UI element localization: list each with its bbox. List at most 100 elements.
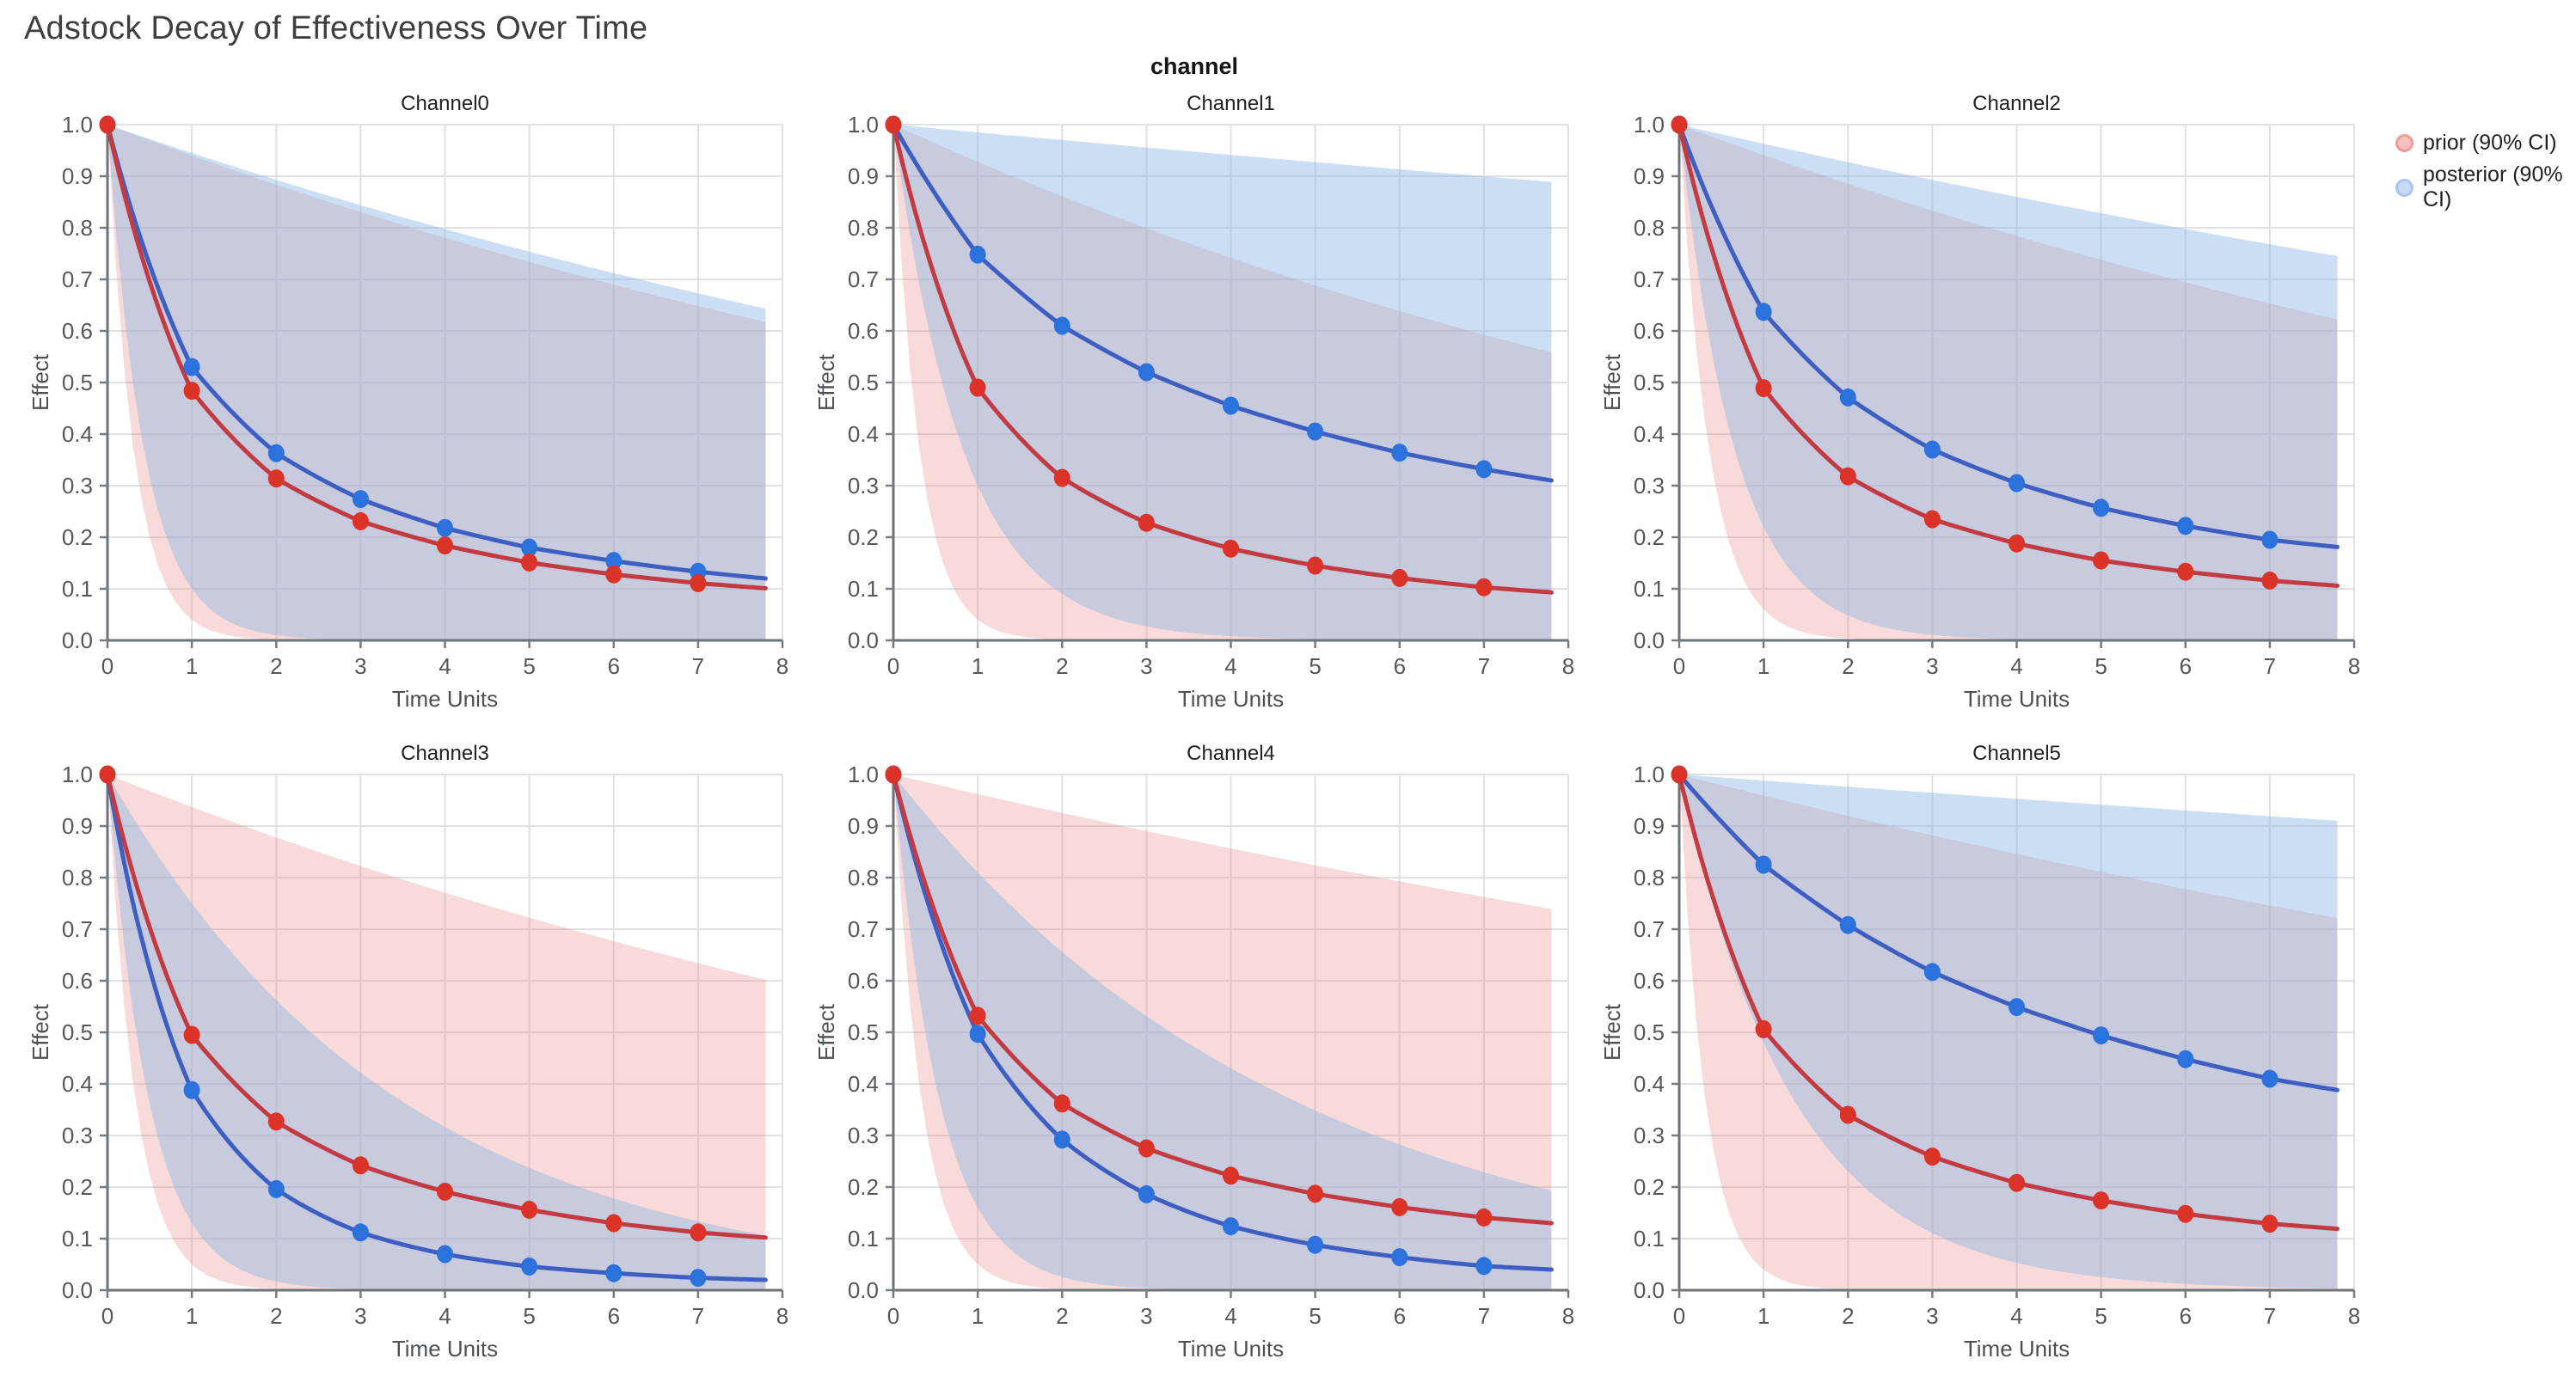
y-tick-label: 0.0 — [848, 627, 879, 653]
prior-markers-point — [690, 1223, 707, 1242]
prior-markers-point — [2177, 1204, 2194, 1223]
prior-markers-point — [183, 1025, 200, 1044]
y-tick-label: 0.4 — [848, 421, 879, 447]
posterior-markers-point — [690, 1269, 707, 1288]
prior-markers-point — [1755, 1019, 1772, 1038]
gridlines — [1679, 124, 2355, 640]
posterior-markers-point — [969, 1025, 986, 1043]
prior-markers-point — [352, 1156, 369, 1175]
prior-ci-band — [1679, 125, 2338, 640]
legend-item-prior: prior (90% CI) — [2395, 131, 2576, 156]
y-tick-label: 0.6 — [62, 318, 93, 344]
subplot-cell-channel1: 0.0 0.1 0.2 0.3 0.4 0.5 0.6 0.7 0.8 0.9 1.0 0 1 2 3 4 5 6… — [812, 86, 1577, 725]
x-tick-label: 8 — [2348, 653, 2360, 679]
y-tick-label: 0.3 — [848, 473, 879, 499]
posterior-line — [1677, 772, 2340, 1092]
subplot-cell-channel4: 0.0 0.1 0.2 0.3 0.4 0.5 0.6 0.7 0.8 0.9 1.0 0 1 2 3 4 5 6… — [812, 736, 1577, 1375]
prior-markers-point — [1223, 1166, 1239, 1185]
prior-markers-point — [267, 1112, 285, 1131]
gridlines — [1679, 774, 2355, 1290]
prior-markers — [885, 115, 1493, 597]
x-tick-label: 6 — [608, 1303, 620, 1329]
y-tick-label: 1.0 — [62, 112, 93, 138]
posterior-markers-point — [2009, 998, 2025, 1017]
x-tick-label: 4 — [2010, 653, 2022, 679]
y-tick-label: 0.1 — [62, 576, 93, 602]
prior-markers-point — [1671, 115, 1688, 134]
y-tick-label: 0.2 — [1634, 524, 1665, 550]
prior-markers-point — [2093, 551, 2110, 570]
x-tick-label: 4 — [439, 653, 451, 679]
y-tick-label: 0.5 — [62, 1019, 93, 1045]
subplot-grid: 0.0 0.1 0.2 0.3 0.4 0.5 0.6 0.7 0.8 0.9 1.0 0 1 2 3 4 5 6… — [26, 86, 2363, 1375]
axes — [1671, 123, 2356, 648]
subplot-channel5: 0.0 0.1 0.2 0.3 0.4 0.5 0.6 0.7 0.8 0.9 1.0 0 1 2 3 4 5 6… — [1599, 742, 2360, 1362]
posterior-markers-point — [437, 1245, 453, 1264]
y-tick-label: 0.4 — [1634, 421, 1665, 447]
prior-markers-point — [2261, 571, 2279, 590]
posterior-ci-band — [107, 774, 766, 1290]
y-tick-label: 0.3 — [1634, 1123, 1665, 1148]
y-tick-label: 0.4 — [62, 421, 93, 447]
x-tick-label: 8 — [2348, 1303, 2360, 1329]
x-tick-label: 7 — [692, 653, 704, 679]
y-axis-label: Effect — [813, 353, 839, 411]
x-tick-label: 5 — [1309, 1303, 1321, 1329]
legend: prior (90% CI) posterior (90% CI) — [2395, 131, 2576, 212]
x-tick-labels: 0 1 2 3 4 5 6 7 8 — [101, 1303, 788, 1329]
y-tick-label: 0.8 — [1634, 865, 1665, 890]
posterior-markers-point — [1475, 460, 1493, 479]
posterior-markers-point — [2093, 499, 2110, 517]
legend-label-prior: prior (90% CI) — [2423, 131, 2557, 155]
subplot-cell-channel2: 0.0 0.1 0.2 0.3 0.4 0.5 0.6 0.7 0.8 0.9 1.0 0 1 2 3 4 5 6… — [1598, 86, 2363, 725]
y-tick-label: 0.3 — [62, 473, 93, 499]
prior-markers-point — [1755, 379, 1772, 398]
x-tick-label: 6 — [2180, 653, 2192, 679]
posterior-markers-point — [521, 538, 538, 557]
prior-markers-point — [1839, 467, 1856, 486]
posterior-ci-band — [893, 125, 1552, 640]
prior-ci-band — [107, 125, 766, 640]
y-tick-label: 0.1 — [848, 1226, 879, 1252]
prior-markers-point — [352, 511, 369, 530]
x-tick-label: 3 — [1926, 653, 1938, 679]
y-tick-label: 0.9 — [848, 813, 879, 839]
facet-column-label: channel — [1150, 53, 1239, 79]
prior-markers-point — [1475, 578, 1493, 597]
y-tick-label: 1.0 — [1634, 112, 1665, 138]
prior-markers-point — [2093, 1191, 2110, 1210]
y-tick-label: 0.5 — [1634, 1019, 1665, 1045]
y-tick-label: 0.0 — [1634, 1277, 1665, 1303]
x-tick-label: 8 — [776, 1303, 788, 1329]
gridlines — [893, 124, 1569, 640]
prior-markers-point — [690, 573, 707, 592]
posterior-markers-point — [1053, 316, 1070, 335]
y-tick-label: 0.2 — [1634, 1174, 1665, 1200]
posterior-markers-point — [1307, 1235, 1324, 1254]
y-tick-label: 1.0 — [848, 112, 879, 138]
posterior-markers-point — [605, 552, 623, 571]
y-tick-label: 0.9 — [1634, 163, 1665, 189]
y-tick-label: 0.1 — [62, 1226, 93, 1252]
y-tick-labels: 0.0 0.1 0.2 0.3 0.4 0.5 0.6 0.7 0.8 0.9 1.0 — [62, 762, 93, 1303]
y-tick-label: 0.9 — [1634, 813, 1665, 839]
posterior-markers — [1671, 115, 2279, 549]
axes — [1671, 773, 2356, 1298]
y-tick-label: 0.3 — [848, 1123, 879, 1148]
y-tick-labels: 0.0 0.1 0.2 0.3 0.4 0.5 0.6 0.7 0.8 0.9 1.0 — [848, 762, 879, 1303]
prior-ci-band — [893, 774, 1552, 1290]
prior-markers-point — [267, 469, 285, 488]
prior-markers-point — [2177, 562, 2194, 581]
prior-markers — [99, 765, 707, 1242]
prior-markers-point — [1923, 1148, 1941, 1166]
y-tick-label: 0.7 — [62, 266, 93, 292]
y-tick-label: 0.0 — [62, 627, 93, 653]
axes — [886, 123, 1570, 648]
prior-markers — [1671, 115, 2279, 590]
prior-markers-point — [521, 553, 538, 572]
y-axis-label: Effect — [813, 1003, 839, 1061]
y-axis-label: Effect — [1599, 1003, 1625, 1061]
x-tick-label: 3 — [1140, 1303, 1152, 1329]
y-tick-label: 1.0 — [62, 762, 93, 787]
legend-label-posterior: posterior (90% CI) — [2423, 162, 2563, 211]
